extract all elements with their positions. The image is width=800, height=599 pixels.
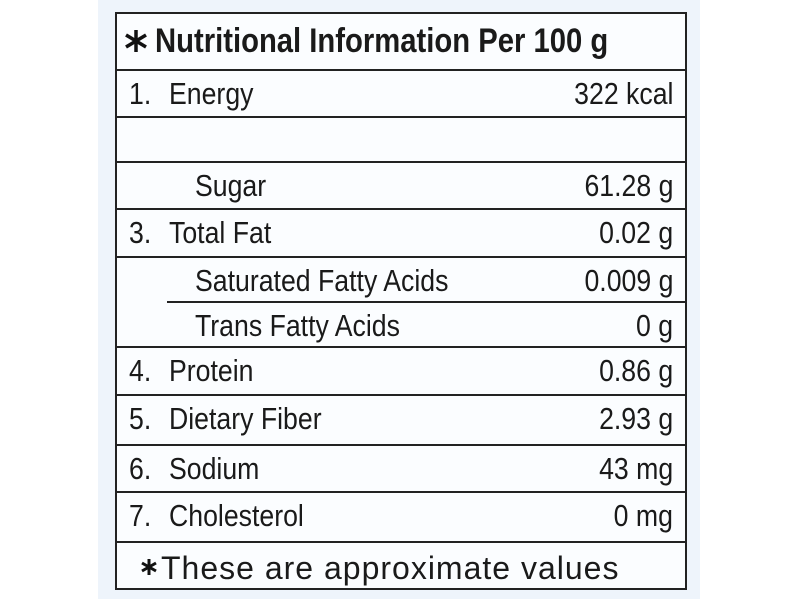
row-label: Cholesterol bbox=[169, 498, 304, 533]
row-value: 0.86 g bbox=[598, 353, 673, 388]
row-label: Saturated Fatty Acids bbox=[195, 263, 449, 298]
row-divider bbox=[117, 444, 685, 446]
row-number: 7. bbox=[129, 498, 152, 533]
row-number: 4. bbox=[129, 353, 152, 388]
row-value: 322 kcal bbox=[573, 76, 673, 111]
row-value: 0.02 g bbox=[598, 215, 673, 250]
row-label: Total Fat bbox=[169, 215, 272, 250]
row-divider bbox=[117, 346, 685, 348]
nutrition-table: Nutritional Information Per 100 g These … bbox=[115, 12, 687, 590]
footnote: These are approximate values bbox=[161, 550, 620, 586]
row-label: Trans Fatty Acids bbox=[195, 308, 400, 343]
row-label: Protein bbox=[169, 353, 254, 388]
row-number: 5. bbox=[129, 401, 152, 436]
row-value: 0.009 g bbox=[584, 263, 673, 298]
title: Nutritional Information Per 100 g bbox=[155, 22, 609, 60]
row-divider bbox=[117, 491, 685, 493]
row-divider bbox=[117, 161, 685, 163]
star-icon bbox=[125, 30, 147, 52]
row-number: 3. bbox=[129, 215, 152, 250]
row-label: Sodium bbox=[169, 451, 260, 486]
row-divider bbox=[117, 116, 685, 118]
row-value: 0 g bbox=[635, 308, 673, 343]
row-divider bbox=[167, 301, 685, 303]
row-value: 2.93 g bbox=[598, 401, 673, 436]
row-divider bbox=[117, 256, 685, 258]
row-divider bbox=[117, 208, 685, 210]
row-divider bbox=[117, 69, 685, 71]
row-value: 43 mg bbox=[598, 451, 673, 486]
row-label: Sugar bbox=[195, 168, 267, 203]
star-icon bbox=[141, 559, 157, 575]
row-label: Dietary Fiber bbox=[169, 401, 322, 436]
row-value: 61.28 g bbox=[584, 168, 673, 203]
row-number: 1. bbox=[129, 76, 152, 111]
row-divider bbox=[117, 394, 685, 396]
row-label: Energy bbox=[169, 76, 254, 111]
row-number: 6. bbox=[129, 451, 152, 486]
row-value: 0 mg bbox=[613, 498, 673, 533]
row-divider bbox=[117, 541, 685, 543]
